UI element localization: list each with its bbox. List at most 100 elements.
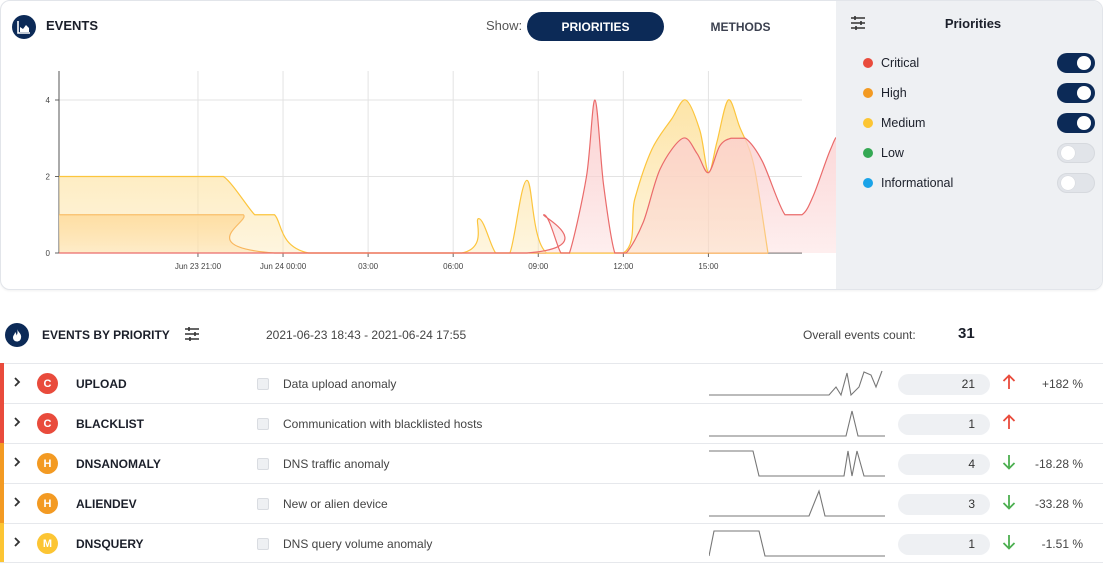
sparkline [709, 370, 883, 397]
priority-badge: M [37, 533, 58, 554]
series-area-critical [59, 99, 859, 254]
legend-dot [863, 178, 873, 188]
legend-label: Medium [881, 116, 926, 130]
chevron-right-icon[interactable] [13, 456, 21, 471]
events-chart-svg: 0 2 4 Jun 23 21:00 Jun 24 00:00 03:00 06:00 09:… [46, 71, 860, 271]
row-checkbox[interactable] [257, 418, 269, 430]
switch-knob [1061, 146, 1075, 160]
event-count: 1 [898, 534, 990, 555]
severity-bar [0, 443, 4, 483]
x-tick-label: 06:00 [443, 262, 464, 271]
series-line-critical [58, 99, 860, 254]
priority-events-list: C UPLOAD Data upload anomaly 21 +182 % C BLACK… [0, 363, 1103, 563]
sliders-icon[interactable] [184, 326, 200, 347]
informational-toggle-switch[interactable] [1057, 173, 1095, 193]
switch-knob [1077, 116, 1091, 130]
y-tick-label: 4 [46, 96, 51, 105]
table-row[interactable]: C UPLOAD Data upload anomaly 21 +182 % [0, 363, 1103, 403]
switch-knob [1061, 176, 1075, 190]
arrow-up-icon [1002, 374, 1016, 396]
priority-badge: C [37, 413, 58, 434]
table-row[interactable]: C BLACKLIST Communication with blacklisted… [0, 403, 1103, 443]
legend-dot [863, 118, 873, 128]
legend-label: Critical [881, 56, 920, 70]
event-description: Data upload anomaly [283, 377, 397, 391]
area-chart-icon [12, 15, 36, 39]
event-name: UPLOAD [76, 377, 127, 391]
severity-bar [0, 483, 4, 523]
table-row[interactable]: H ALIENDEV New or alien device 3 -33.28 % [0, 483, 1103, 523]
chevron-right-icon[interactable] [13, 376, 21, 391]
critical-toggle-switch[interactable] [1057, 53, 1095, 73]
sparkline [709, 450, 885, 477]
event-description: DNS query volume anomaly [283, 537, 433, 551]
events-card: EVENTS Show: PRIORITIES METHODS 0 2 4 Jun 2… [0, 0, 1103, 290]
event-name: ALIENDEV [76, 497, 137, 511]
chevron-right-icon[interactable] [13, 496, 21, 511]
events-header: EVENTS Show: PRIORITIES METHODS [1, 1, 836, 51]
legend-dot [863, 58, 873, 68]
chevron-right-icon[interactable] [13, 416, 21, 431]
legend-label: Low [881, 146, 904, 160]
event-count: 3 [898, 494, 990, 515]
x-tick-label: 15:00 [698, 262, 719, 271]
legend-item-medium: Medium [863, 113, 1095, 133]
arrow-down-icon [1002, 494, 1016, 516]
series-area-medium [59, 99, 768, 254]
row-checkbox[interactable] [257, 378, 269, 390]
high-toggle-switch[interactable] [1057, 83, 1095, 103]
arrow-down-icon [1002, 534, 1016, 556]
arrow-up-icon [1002, 414, 1016, 436]
x-tick-label: Jun 24 00:00 [260, 262, 307, 271]
events-title: EVENTS [46, 18, 99, 33]
legend-dot [863, 148, 873, 158]
sparkline [709, 530, 885, 557]
legend-item-critical: Critical [863, 53, 1095, 73]
sliders-icon[interactable] [850, 15, 866, 36]
overall-count-label: Overall events count: [803, 328, 916, 342]
priority-badge: C [37, 373, 58, 394]
trend-percent: -33.28 % [1034, 497, 1083, 511]
chevron-right-icon[interactable] [13, 536, 21, 551]
event-description: Communication with blacklisted hosts [283, 417, 483, 431]
flame-icon [5, 323, 29, 347]
methods-toggle-button[interactable]: METHODS [673, 12, 808, 41]
legend-title: Priorities [944, 16, 1002, 31]
sparkline [709, 489, 885, 517]
trend-percent: -18.28 % [1034, 457, 1083, 471]
x-tick-label: 03:00 [358, 262, 379, 271]
priorities-legend-panel: Priorities Critical High Medium Low Informat… [836, 1, 1102, 289]
table-row[interactable]: H DNSANOMALY DNS traffic anomaly 4 -18.28 % [0, 443, 1103, 483]
events-by-priority-header: EVENTS BY PRIORITY 2021-06-23 18:43 - 20… [0, 312, 1103, 358]
priorities-toggle-button[interactable]: PRIORITIES [527, 12, 664, 41]
low-toggle-switch[interactable] [1057, 143, 1095, 163]
overall-count-value: 31 [958, 325, 975, 342]
legend-dot [863, 88, 873, 98]
switch-knob [1077, 86, 1091, 100]
legend-label: High [881, 86, 907, 100]
event-name: BLACKLIST [76, 417, 144, 431]
row-checkbox[interactable] [257, 458, 269, 470]
legend-item-low: Low [863, 143, 1095, 163]
x-tick-label: 12:00 [613, 262, 634, 271]
table-row[interactable]: M DNSQUERY DNS query volume anomaly 1 -1.51 … [0, 523, 1103, 563]
row-checkbox[interactable] [257, 538, 269, 550]
y-tick-label: 0 [46, 249, 51, 258]
medium-toggle-switch[interactable] [1057, 113, 1095, 133]
arrow-down-icon [1002, 454, 1016, 476]
event-description: DNS traffic anomaly [283, 457, 390, 471]
priority-badge: H [37, 453, 58, 474]
row-checkbox[interactable] [257, 498, 269, 510]
severity-bar [0, 403, 4, 443]
legend-item-high: High [863, 83, 1095, 103]
severity-bar [0, 363, 4, 403]
event-description: New or alien device [283, 497, 388, 511]
show-label: Show: [486, 18, 523, 33]
event-count: 1 [898, 414, 990, 435]
priority-badge: H [37, 493, 58, 514]
event-name: DNSANOMALY [76, 457, 161, 471]
trend-percent: -1.51 % [1041, 537, 1083, 551]
y-tick-label: 2 [46, 173, 51, 182]
series-line-medium [59, 99, 769, 254]
severity-bar [0, 523, 4, 562]
